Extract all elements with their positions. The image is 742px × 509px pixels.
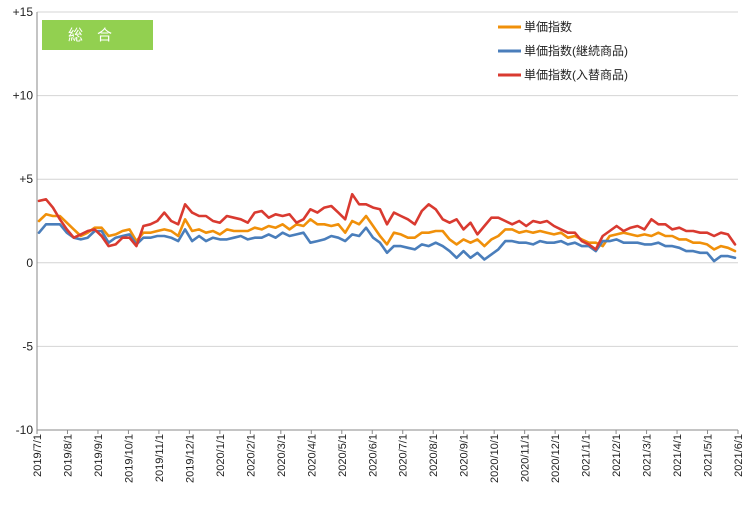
x-tick-label: 2021/6/1 [733,434,742,477]
x-tick-label: 2019/9/1 [93,434,105,477]
x-tick-label: 2020/10/1 [489,434,501,483]
chart-title: 総合 [68,27,126,44]
x-tick-label: 2020/3/1 [276,434,288,477]
x-tick-label: 2020/8/1 [428,434,440,477]
x-tick-label: 2020/4/1 [306,434,318,477]
x-tick-label: 2020/1/1 [215,434,227,477]
legend-label-2: 単価指数(継続商品) [524,43,628,58]
x-tick-label: 2019/8/1 [62,434,74,477]
series-line-2 [37,223,737,263]
series-line-1 [37,213,737,253]
x-tick-label: 2020/12/1 [550,434,562,483]
x-tick-label: 2019/7/1 [32,434,44,477]
x-tick-label: 2019/12/1 [184,434,196,483]
y-tick-label: +15 [13,5,34,19]
y-tick-label: -5 [22,339,33,353]
x-tick-labels: 2019/7/1 2019/8/1 2019/9/1 2019/10/1 2019/11… [32,430,742,483]
y-tick-label: -10 [16,423,34,437]
y-tick-label: +10 [13,89,34,103]
y-tick-label: 0 [26,256,33,270]
y-tick-labels: +15 +10 +5 0 -5 -10 [13,5,34,437]
x-tick-label: 2020/6/1 [367,434,379,477]
x-tick-label: 2021/1/1 [581,434,593,477]
axes [36,12,738,431]
x-tick-label: 2019/10/1 [123,434,135,483]
x-tick-label: 2020/7/1 [398,434,410,477]
legend-label-3: 単価指数(入替商品) [524,67,628,82]
x-tick-label: 2021/5/1 [703,434,715,477]
x-tick-label: 2020/9/1 [459,434,471,477]
x-tick-label: 2020/11/1 [520,434,532,482]
series-lines [37,192,737,263]
legend-label-1: 単価指数 [524,19,572,34]
x-tick-label: 2021/2/1 [611,434,623,477]
x-tick-label: 2020/2/1 [245,434,257,477]
x-tick-label: 2021/4/1 [672,434,684,477]
x-tick-label: 2021/3/1 [642,434,654,477]
x-tick-label: 2019/11/1 [154,434,166,482]
chart-title-badge: 総合 [42,20,153,50]
y-tick-label: +5 [19,172,33,186]
title-badge-background [42,20,153,50]
x-tick-label: 2020/5/1 [337,434,349,477]
series-line-3 [37,192,737,251]
